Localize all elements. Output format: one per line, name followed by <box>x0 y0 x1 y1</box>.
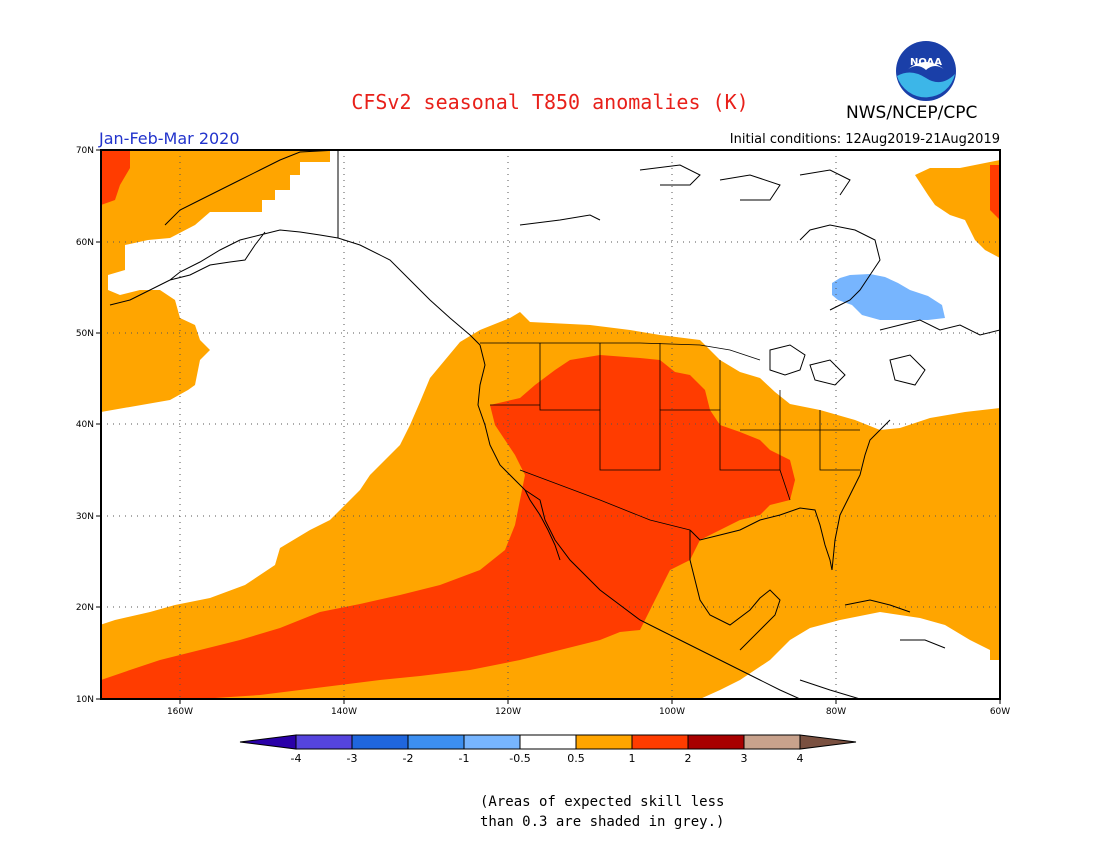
chart-title: CFSv2 seasonal T850 anomalies (K) <box>351 90 749 114</box>
anomaly-region-1-2 <box>101 150 1000 699</box>
season-label: Jan-Feb-Mar 2020 <box>99 129 240 148</box>
lon-tick-label: 100W <box>659 707 685 717</box>
initial-conditions-label: Initial conditions: 12Aug2019-21Aug2019 <box>729 132 1000 147</box>
coastlines <box>109 150 1000 699</box>
noaa-logo-icon: NOAA <box>896 41 956 101</box>
lat-tick-label: 50N <box>76 329 94 339</box>
lat-tick-label: 70N <box>76 146 94 156</box>
skill-note-line: (Areas of expected skill less <box>480 794 725 810</box>
skill-note: (Areas of expected skill less than 0.3 a… <box>400 792 800 832</box>
lat-tick-label: 60N <box>76 238 94 248</box>
skill-note-line: than 0.3 are shaded in grey.) <box>480 814 725 830</box>
lon-tick-label: 80W <box>826 707 846 717</box>
lon-tick-label: 60W <box>990 707 1010 717</box>
lat-tick-label: 20N <box>76 603 94 613</box>
lon-tick-label: 140W <box>331 707 357 717</box>
lat-tick-label: 40N <box>76 420 94 430</box>
lat-tick-label: 10N <box>76 695 94 705</box>
borders <box>480 342 860 531</box>
anomaly-region-neg-0p5 <box>832 274 945 320</box>
lon-tick-label: 120W <box>495 707 521 717</box>
svg-text:NOAA: NOAA <box>910 57 942 68</box>
organization-label: NWS/NCEP/CPC <box>846 103 978 123</box>
lat-tick-label: 30N <box>76 512 94 522</box>
lon-tick-label: 160W <box>167 707 193 717</box>
